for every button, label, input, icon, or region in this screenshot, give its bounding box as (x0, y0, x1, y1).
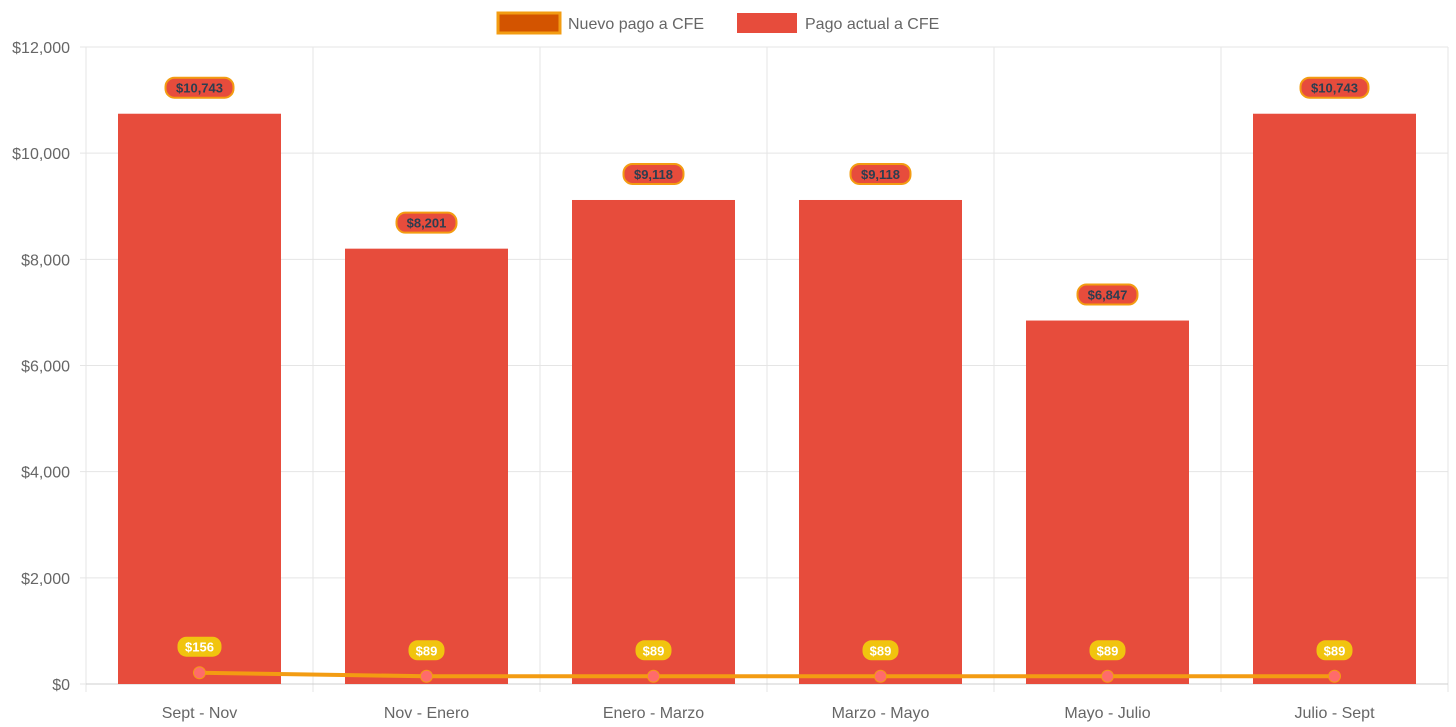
line-data-label: $89 (416, 643, 438, 658)
y-tick-label: $6,000 (21, 359, 70, 376)
line-series (193, 666, 1341, 683)
chart-grid (80, 46, 1449, 692)
bar-data-label: $10,743 (1311, 81, 1358, 96)
bar-data-label-bg (1299, 76, 1370, 99)
x-tick-label: Sept - Nov (162, 705, 238, 722)
bar-series (118, 113, 1416, 685)
x-tick-label: Marzo - Mayo (832, 705, 930, 722)
series-line (199, 670, 1335, 679)
line-data-label-bg (1316, 640, 1353, 661)
line-data-label: $89 (1097, 643, 1119, 658)
y-tick-label: $8,000 (21, 252, 70, 269)
x-tick-label: Mayo - Julio (1064, 705, 1150, 722)
line-data-label-bg (862, 640, 899, 661)
bar-data-label: $9,118 (634, 167, 673, 182)
y-axis: $0 $2,000 $4,000 $6,000 $8,000 $10,000 $12,000 (12, 40, 70, 694)
bar-data-label-bg (1076, 283, 1139, 306)
x-tick-label: Enero - Marzo (603, 705, 704, 722)
y-tick-label: $10,000 (12, 146, 70, 163)
bar[interactable] (799, 199, 962, 685)
legend-swatch-pago-actual[interactable] (737, 13, 797, 33)
y-tick-label: $12,000 (12, 40, 70, 57)
line-data-label-bg (177, 636, 222, 657)
line-point[interactable] (193, 666, 206, 680)
legend-label-nuevo-pago[interactable]: Nuevo pago a CFE (568, 16, 704, 33)
y-tick-label: $4,000 (21, 465, 70, 482)
bar-data-label-bg (849, 162, 912, 185)
data-labels: $10,743 $8,201 $9,118 $9,118 $6,847 $10,743 $1… (164, 76, 1370, 661)
y-tick-label: $0 (52, 677, 70, 694)
bar-data-label: $8,201 (407, 216, 447, 231)
bar[interactable] (1253, 113, 1416, 684)
line-data-label: $89 (1324, 643, 1346, 658)
x-tick-label: Nov - Enero (384, 705, 469, 722)
line-point[interactable] (647, 669, 660, 683)
bar-data-label-bg (395, 211, 458, 234)
line-point[interactable] (1101, 669, 1114, 683)
x-tick-label: Julio - Sept (1294, 705, 1375, 722)
bar[interactable] (1026, 320, 1189, 684)
bar-data-label-bg (164, 76, 235, 99)
y-tick-label: $2,000 (21, 571, 70, 588)
line-point[interactable] (420, 669, 433, 683)
line-data-label-bg (635, 640, 672, 661)
line-data-label-bg (1089, 640, 1126, 661)
line-data-label-bg (408, 640, 445, 661)
bar-data-label-bg (622, 162, 685, 185)
bar-data-label: $6,847 (1088, 288, 1128, 303)
line-data-label: $89 (870, 643, 892, 658)
bar[interactable] (572, 199, 735, 685)
bar[interactable] (118, 113, 281, 684)
chart-legend: Nuevo pago a CFE Pago actual a CFE (496, 11, 939, 35)
bar-data-label: $9,118 (861, 167, 900, 182)
line-point[interactable] (1328, 669, 1341, 683)
line-point[interactable] (874, 669, 887, 683)
bar-data-label: $10,743 (176, 81, 223, 96)
line-data-label: $156 (185, 640, 214, 655)
bar[interactable] (345, 248, 508, 685)
x-axis: Sept - Nov Nov - Enero Enero - Marzo Marzo … (162, 705, 1375, 722)
legend-label-pago-actual[interactable]: Pago actual a CFE (805, 16, 939, 33)
legend-swatch-nuevo-pago[interactable] (496, 11, 562, 35)
line-data-label: $89 (643, 643, 665, 658)
